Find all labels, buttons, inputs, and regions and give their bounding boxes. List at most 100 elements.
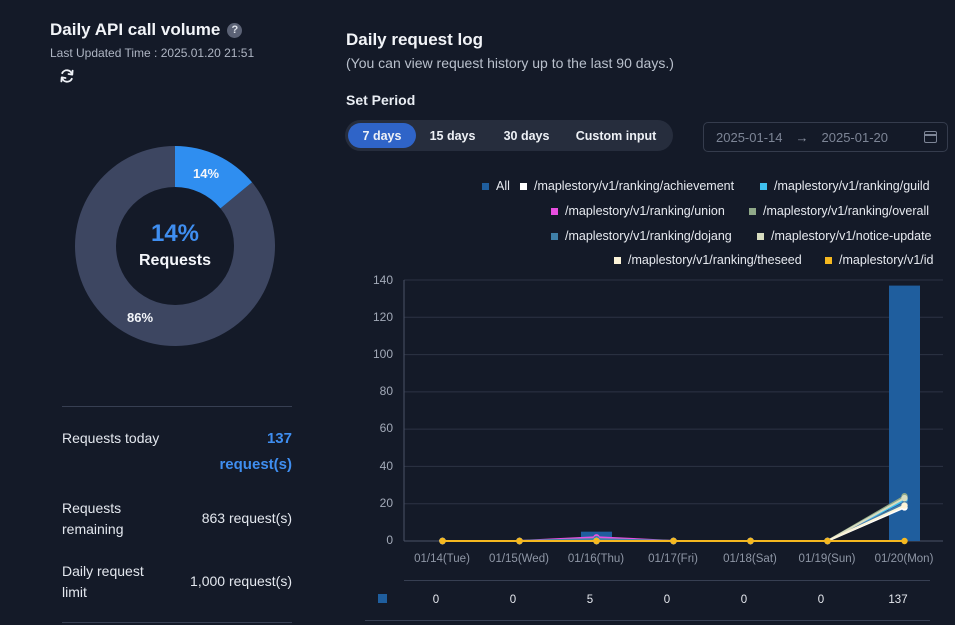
stats-divider-top [62,406,292,407]
data-row-divider-bottom [365,620,930,621]
x-tick-label: 01/20(Mon) [874,553,934,565]
date-to[interactable]: 2025-01-20 [821,129,889,145]
series-line [442,495,906,542]
legend-swatch [551,232,558,240]
legend-label: /maplestory/v1/ranking/dojang [565,229,732,243]
set-period-label: Set Period [346,92,416,108]
y-tick-label: 120 [372,310,393,324]
y-tick-label: 80 [379,384,393,398]
requests-remaining-label: Requests remaining [62,498,123,540]
data-row-divider-top [404,580,930,581]
help-icon[interactable]: ? [227,22,243,38]
data-row-value: 0 [740,594,748,606]
x-tick-label: 01/19(Sun) [798,553,856,565]
data-row-swatch [378,594,387,603]
y-tick-label: 60 [379,421,393,435]
legend-item-notice-update[interactable]: /maplestory/v1/notice-update [757,229,932,243]
series-line [442,497,905,542]
date-range-picker[interactable]: 2025-01-14 → 2025-01-20 [703,122,948,152]
donut-used-slice [175,146,253,209]
y-tick-label: 100 [372,347,393,361]
period-15-days-button[interactable]: 15 days [429,128,476,143]
series-point [593,537,600,545]
period-7-days-button[interactable]: 7 days [348,123,416,148]
usage-donut-chart [75,146,276,346]
legend-swatch [551,207,558,215]
legend-swatch [614,256,621,264]
daily-limit-label: Daily request limit [62,561,144,603]
legend-swatch [749,207,756,215]
date-from[interactable]: 2025-01-14 [716,129,783,145]
y-tick-label: 0 [386,533,393,547]
x-tick-label: 01/17(Fri) [648,553,698,565]
legend-label: All [496,179,510,193]
x-tick-label: 01/14(Tue) [414,553,470,565]
requests-remaining-value: 863 request(s) [201,510,292,526]
daily-limit-value: 1,000 request(s) [190,573,292,589]
data-row-value: 0 [663,594,671,606]
legend-label: /maplestory/v1/ranking/achievement [534,179,735,193]
x-tick-label: 01/16(Thu) [567,553,625,565]
data-row-value: 5 [586,594,594,606]
legend-swatch [482,182,489,190]
period-30-days-button[interactable]: 30 days [503,128,550,143]
series-point [901,537,908,545]
y-tick-label: 40 [379,459,393,473]
daily-limit-label-line2: limit [62,584,87,600]
data-row-value: 0 [817,594,825,606]
api-volume-title-text: Daily API call volume [50,20,221,39]
request-log-subtitle: (You can view request history up to the … [346,55,674,71]
data-row-value: 0 [509,594,517,606]
arrow-right-icon: → [795,129,809,145]
legend-label: /maplestory/v1/ranking/guild [774,179,930,193]
donut-remaining-label: 86% [127,310,154,325]
y-tick-label: 20 [379,496,393,510]
x-tick-label: 01/15(Wed) [489,553,549,565]
x-tick-label: 01/18(Sat) [723,553,777,565]
legend-label: /maplestory/v1/ranking/overall [763,204,930,218]
legend-swatch [757,232,764,240]
legend-label: /maplestory/v1/ranking/theseed [628,253,802,267]
request-log-title: Daily request log [346,30,483,49]
legend-swatch [520,182,527,190]
legend-label: /maplestory/v1/notice-update [771,229,932,243]
series-point [439,537,446,545]
series-point [516,537,523,545]
donut-remaining-slice [75,146,276,346]
series-line [442,499,905,542]
requests-remaining-label-line2: remaining [62,521,124,537]
legend-swatch [760,182,767,190]
requests-remaining-label-line1: Requests [62,500,122,516]
legend-item-achievement[interactable]: /maplestory/v1/ranking/achievement [520,179,734,193]
legend-item-union[interactable]: /maplestory/v1/ranking/union [551,204,725,218]
series-point [670,537,677,545]
legend-item-theseed[interactable]: /maplestory/v1/ranking/theseed [614,253,802,267]
daily-limit-label-line1: Daily request [62,563,144,579]
series-point [824,537,831,545]
legend-item-all[interactable]: All [482,179,510,193]
requests-today-unit: request(s) [219,456,292,473]
calendar-icon[interactable] [924,131,937,143]
legend-label: /maplestory/v1/ranking/union [565,204,725,218]
requests-today-value: 137 request(s) [180,426,292,478]
legend-item-guild[interactable]: /maplestory/v1/ranking/guild [760,179,930,193]
last-updated-time: Last Updated Time : 2025.01.20 21:51 [50,46,255,60]
series-point [901,502,908,509]
donut-used-label: 14% [193,166,220,181]
api-volume-title: Daily API call volume ? [50,20,243,40]
legend-label: /maplestory/v1/id [839,253,934,267]
period-custom-input-button[interactable]: Custom input [575,128,657,143]
refresh-icon[interactable] [58,67,76,85]
requests-today-count: 137 [266,430,292,447]
series-point [747,537,754,545]
series-point [901,494,908,502]
legend-swatch [825,256,832,264]
legend-item-id[interactable]: /maplestory/v1/id [825,253,933,267]
legend-item-dojang[interactable]: /maplestory/v1/ranking/dojang [551,229,732,243]
stats-divider-bottom [62,622,292,623]
data-row-value: 0 [432,594,440,606]
legend-item-overall[interactable]: /maplestory/v1/ranking/overall [749,204,929,218]
period-selector: 7 days 15 days 30 days Custom input [345,120,673,151]
requests-today-label: Requests today [62,430,160,446]
